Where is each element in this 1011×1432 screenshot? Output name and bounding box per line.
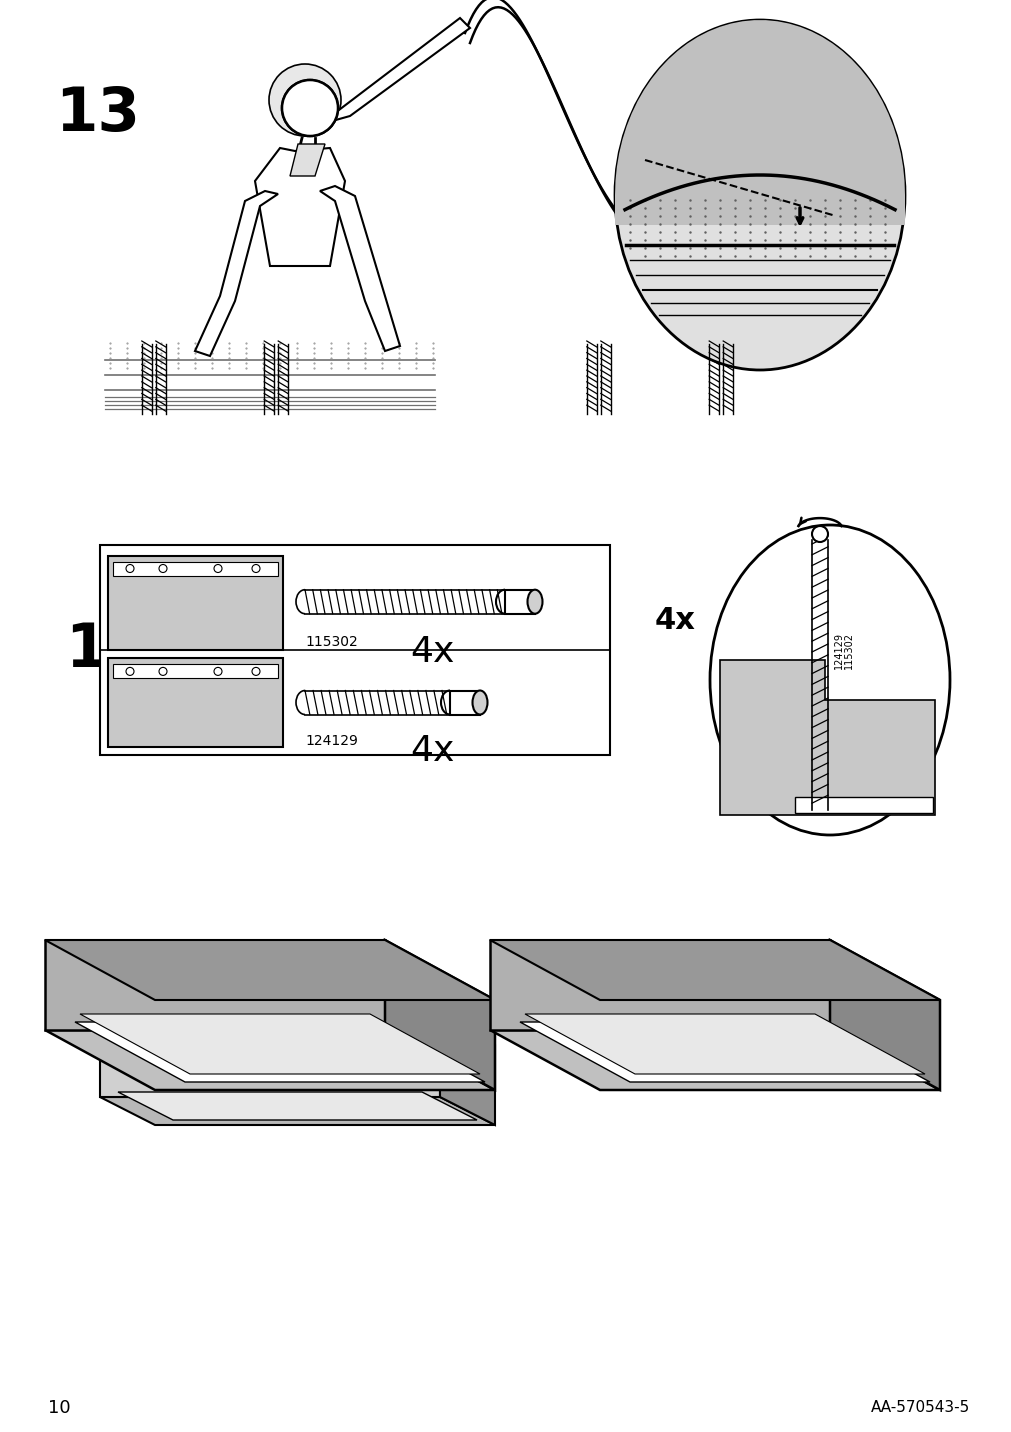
Polygon shape bbox=[829, 939, 939, 1090]
Text: 115302: 115302 bbox=[843, 632, 853, 669]
Bar bbox=[113, 561, 278, 576]
Polygon shape bbox=[489, 1030, 939, 1090]
Circle shape bbox=[159, 564, 167, 573]
Polygon shape bbox=[44, 1030, 494, 1090]
Text: AA-570543-5: AA-570543-5 bbox=[869, 1400, 969, 1415]
Polygon shape bbox=[440, 1017, 494, 1126]
Polygon shape bbox=[100, 1097, 494, 1126]
Polygon shape bbox=[489, 939, 939, 1000]
Polygon shape bbox=[195, 190, 278, 357]
Text: 115302: 115302 bbox=[304, 634, 358, 649]
Ellipse shape bbox=[472, 690, 487, 715]
Polygon shape bbox=[615, 20, 904, 225]
Bar bbox=[100, 546, 610, 755]
Polygon shape bbox=[489, 939, 829, 1030]
Text: 14: 14 bbox=[65, 620, 150, 680]
Bar bbox=[450, 690, 479, 715]
Polygon shape bbox=[75, 1022, 484, 1083]
Ellipse shape bbox=[615, 20, 904, 369]
Bar bbox=[504, 590, 535, 614]
Ellipse shape bbox=[527, 590, 542, 614]
Text: 13: 13 bbox=[55, 84, 140, 145]
Circle shape bbox=[269, 64, 341, 136]
Text: 124129: 124129 bbox=[304, 733, 358, 748]
Circle shape bbox=[282, 80, 338, 136]
Polygon shape bbox=[44, 939, 384, 1030]
Polygon shape bbox=[290, 145, 325, 176]
Circle shape bbox=[252, 564, 260, 573]
Bar bbox=[108, 556, 283, 650]
Polygon shape bbox=[80, 1014, 479, 1074]
Circle shape bbox=[252, 667, 260, 676]
Text: 4x: 4x bbox=[409, 634, 454, 669]
Polygon shape bbox=[319, 19, 469, 123]
Polygon shape bbox=[118, 1093, 476, 1120]
Circle shape bbox=[213, 564, 221, 573]
Circle shape bbox=[126, 667, 133, 676]
Circle shape bbox=[126, 564, 133, 573]
Polygon shape bbox=[719, 660, 934, 815]
Polygon shape bbox=[384, 939, 494, 1090]
Text: 4x: 4x bbox=[654, 606, 696, 634]
Circle shape bbox=[159, 667, 167, 676]
Polygon shape bbox=[525, 1014, 924, 1074]
Polygon shape bbox=[520, 1022, 929, 1083]
Polygon shape bbox=[795, 798, 932, 813]
Polygon shape bbox=[100, 1017, 440, 1097]
Text: 124129: 124129 bbox=[833, 632, 843, 669]
Polygon shape bbox=[255, 147, 345, 266]
Circle shape bbox=[811, 526, 827, 541]
Polygon shape bbox=[44, 939, 494, 1000]
Polygon shape bbox=[319, 186, 399, 351]
Text: 10: 10 bbox=[48, 1399, 71, 1418]
Bar bbox=[113, 664, 278, 679]
Bar bbox=[108, 659, 283, 746]
Ellipse shape bbox=[710, 526, 949, 835]
Text: 4x: 4x bbox=[409, 733, 454, 768]
Circle shape bbox=[213, 667, 221, 676]
